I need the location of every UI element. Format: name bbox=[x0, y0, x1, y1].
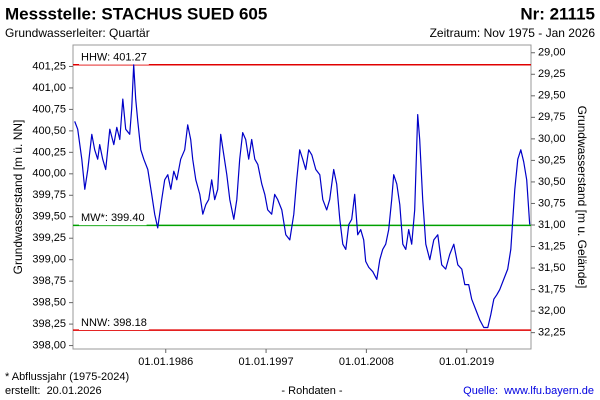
x-tick-label: 01.01.2019 bbox=[439, 356, 494, 368]
y2-tick-label: 30,00 bbox=[538, 133, 566, 145]
y-tick-label: 399,25 bbox=[32, 232, 66, 244]
y2-tick-label: 32,00 bbox=[538, 305, 566, 317]
period: Zeitraum: Nov 1975 - Jan 2026 bbox=[430, 26, 596, 40]
y2-tick-label: 29,00 bbox=[538, 47, 566, 59]
y2-tick-label: 31,50 bbox=[538, 262, 566, 274]
y-tick-label: 398,00 bbox=[32, 339, 66, 351]
y2-tick-label: 30,50 bbox=[538, 176, 566, 188]
subtitle: Grundwasserleiter: Quartär bbox=[5, 26, 150, 40]
y2-tick-label: 29,25 bbox=[538, 68, 566, 80]
y-tick-label: 399,50 bbox=[32, 211, 66, 223]
y2-tick-label: 30,25 bbox=[538, 154, 566, 166]
y-tick-label: 399,75 bbox=[32, 189, 66, 201]
y2-axis-label: Grundwasserstand [m u. Gelände] bbox=[575, 106, 589, 289]
y2-tick-label: 32,25 bbox=[538, 327, 566, 339]
y2-tick-label: 31,25 bbox=[538, 240, 566, 252]
y-tick-label: 398,25 bbox=[32, 318, 66, 330]
y-tick-label: 401,00 bbox=[32, 82, 66, 94]
y2-tick-label: 31,00 bbox=[538, 219, 566, 231]
y-tick-label: 399,00 bbox=[32, 254, 66, 266]
reference-label: HHW: 401.27 bbox=[81, 52, 147, 64]
y-axis-label: Grundwasserstand [m ü. NN] bbox=[11, 120, 25, 275]
y-tick-label: 400,75 bbox=[32, 103, 66, 115]
y2-tick-label: 29,50 bbox=[538, 90, 566, 102]
data-note: - Rohdaten - bbox=[281, 385, 342, 397]
plot-frame bbox=[72, 44, 532, 350]
station-number: Nr: 21115 bbox=[520, 4, 595, 23]
reference-label: NNW: 398.18 bbox=[81, 317, 147, 329]
y-tick-label: 398,50 bbox=[32, 297, 66, 309]
y-tick-label: 400,25 bbox=[32, 146, 66, 158]
data-line bbox=[74, 64, 531, 329]
y-tick-label: 400,00 bbox=[32, 168, 66, 180]
reference-label-bg bbox=[79, 50, 149, 65]
y-tick-label: 400,50 bbox=[32, 125, 66, 137]
y2-tick-label: 30,75 bbox=[538, 197, 566, 209]
reference-label: MW*: 399.40 bbox=[81, 212, 145, 224]
footnote: * Abflussjahr (1975-2024) bbox=[5, 371, 129, 383]
reference-label-bg bbox=[79, 316, 149, 331]
chart-title: Messstelle: STACHUS SUED 605 bbox=[5, 4, 267, 23]
y-tick-label: 398,75 bbox=[32, 275, 66, 287]
x-tick-label: 01.01.1986 bbox=[138, 356, 193, 368]
y-tick-label: 401,25 bbox=[32, 60, 66, 72]
source-link[interactable]: Quelle: www.lfu.bayern.de bbox=[463, 385, 594, 397]
y2-tick-label: 31,75 bbox=[538, 283, 566, 295]
x-tick-label: 01.01.1997 bbox=[239, 356, 294, 368]
x-tick-label: 01.01.2008 bbox=[339, 356, 394, 368]
y2-tick-label: 29,75 bbox=[538, 111, 566, 123]
created-date: erstellt: 20.01.2026 bbox=[5, 385, 102, 397]
reference-label-bg bbox=[79, 211, 147, 226]
